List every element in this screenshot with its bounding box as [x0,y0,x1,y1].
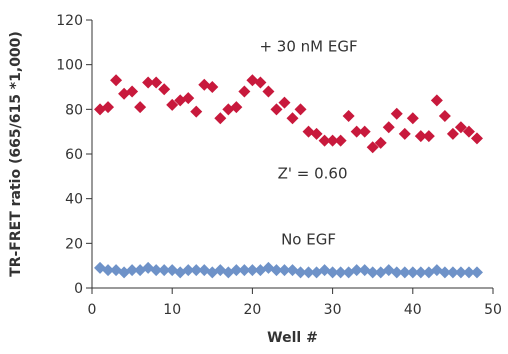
data-point [430,94,443,107]
annotations: + 30 nM EGF Z' = 0.60 No EGF [259,37,357,248]
data-point [366,141,379,154]
x-tick-label: 30 [324,302,342,318]
data-point [110,74,123,87]
data-point [246,264,259,277]
y-tick-label: 80 [65,102,83,118]
chart-annotation: + 30 nM EGF [259,37,357,55]
data-point [142,76,155,89]
data-point [462,266,475,279]
data-point [294,103,307,116]
data-point [182,264,195,277]
data-point [366,266,379,279]
data-point [342,110,355,123]
data-point [206,81,219,93]
data-point [438,110,451,123]
data-point [398,127,411,140]
data-points [94,74,483,279]
data-point [262,85,275,98]
data-point [126,85,139,98]
ticks: 0 20 40 60 80 100 120 0 10 20 30 40 50 [56,13,502,318]
data-point [150,76,163,89]
x-axis-title: Well # [267,330,318,346]
y-tick-label: 20 [65,236,83,252]
y-axis-title: TR-FRET ratio (665/615 *1,000) [8,31,24,277]
data-point [334,134,347,147]
data-point [214,112,227,125]
data-point [102,264,115,277]
data-point [230,101,243,114]
data-point [454,121,467,134]
data-point [182,92,195,105]
data-point [406,112,419,125]
chart-annotation: No EGF [281,230,336,248]
data-point [358,125,371,138]
data-point [158,264,171,277]
data-point [278,96,291,109]
data-point [470,266,483,279]
x-tick-label: 0 [88,302,97,318]
x-tick-label: 50 [484,302,502,318]
data-point [270,264,283,277]
chart-annotation: Z' = 0.60 [278,165,348,183]
x-tick-label: 10 [163,302,181,318]
data-point [270,103,283,116]
data-point [286,112,299,125]
y-tick-label: 100 [56,58,83,74]
data-point [230,264,243,277]
data-point [126,264,139,277]
data-point [350,264,363,277]
data-point [102,101,115,114]
data-point [390,266,403,279]
data-point [390,107,403,120]
data-point [134,101,147,114]
data-point [190,105,203,118]
y-tick-label: 60 [65,147,83,163]
data-point [382,121,395,134]
data-point [254,76,267,89]
data-point [190,264,203,277]
data-point [398,266,411,279]
data-point [438,266,451,279]
data-point [374,136,387,149]
data-point [406,266,419,279]
data-point [166,98,179,111]
data-point [302,266,315,279]
data-point [158,83,171,96]
data-point [326,134,339,147]
data-point [470,132,483,145]
x-tick-label: 40 [404,302,422,318]
y-tick-label: 40 [65,192,83,208]
data-point [238,85,251,98]
data-point [414,130,427,143]
data-point [238,264,251,277]
y-tick-label: 120 [56,13,83,29]
data-point [462,125,475,138]
data-point [414,266,427,279]
x-tick-label: 20 [243,302,261,318]
data-point [446,266,459,279]
data-point [310,127,323,140]
data-point [350,125,363,138]
data-point [278,264,291,277]
data-point [294,266,307,279]
data-point [150,264,163,277]
data-point [334,266,347,279]
data-point [318,134,331,147]
data-point [454,266,467,279]
data-point [422,130,435,143]
y-tick-label: 0 [74,281,83,297]
data-point [326,266,339,279]
data-point [446,127,459,140]
